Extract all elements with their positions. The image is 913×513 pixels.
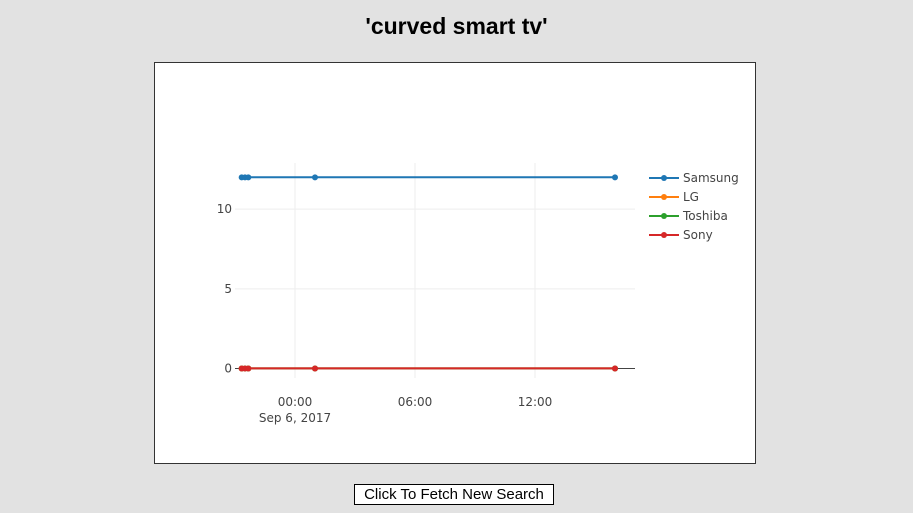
legend-item-samsung: Samsung bbox=[649, 171, 739, 185]
y-tick-label: 0 bbox=[224, 361, 232, 375]
grid-lines bbox=[235, 163, 635, 378]
chart-container: 0 5 10 00:00 Sep 6, 2017 06:00 12:00 Samsung LG… bbox=[154, 62, 756, 464]
legend: Samsung LG Toshiba Sony bbox=[649, 171, 739, 242]
data-point bbox=[245, 365, 252, 372]
fetch-new-search-button[interactable]: Click To Fetch New Search bbox=[354, 484, 554, 505]
legend-label: LG bbox=[683, 190, 699, 204]
series-samsung bbox=[238, 174, 618, 181]
legend-label: Toshiba bbox=[682, 209, 728, 223]
data-point bbox=[312, 365, 318, 372]
data-point bbox=[612, 365, 618, 372]
legend-item-sony: Sony bbox=[649, 228, 713, 242]
legend-marker bbox=[661, 232, 667, 238]
y-tick-label: 5 bbox=[224, 282, 232, 296]
x-tick-label: 06:00 bbox=[398, 395, 433, 409]
legend-label: Sony bbox=[683, 228, 713, 242]
x-tick-label: 12:00 bbox=[518, 395, 553, 409]
legend-marker bbox=[661, 175, 667, 181]
page-title: 'curved smart tv' bbox=[365, 13, 548, 39]
legend-marker bbox=[661, 213, 667, 219]
axes: 0 5 10 00:00 Sep 6, 2017 06:00 12:00 bbox=[217, 202, 635, 425]
series-layer bbox=[238, 174, 618, 372]
legend-label: Samsung bbox=[683, 171, 739, 185]
y-tick-label: 10 bbox=[217, 202, 232, 216]
legend-item-lg: LG bbox=[649, 190, 699, 204]
data-point bbox=[245, 174, 252, 181]
series-sony bbox=[238, 365, 618, 372]
x-tick-label: 00:00 bbox=[278, 395, 313, 409]
x-tick-sublabel: Sep 6, 2017 bbox=[259, 411, 331, 425]
legend-marker bbox=[661, 194, 667, 200]
line-chart: 0 5 10 00:00 Sep 6, 2017 06:00 12:00 Samsung LG… bbox=[217, 163, 739, 425]
data-point bbox=[312, 174, 318, 181]
legend-item-toshiba: Toshiba bbox=[649, 209, 728, 223]
data-point bbox=[612, 174, 618, 181]
